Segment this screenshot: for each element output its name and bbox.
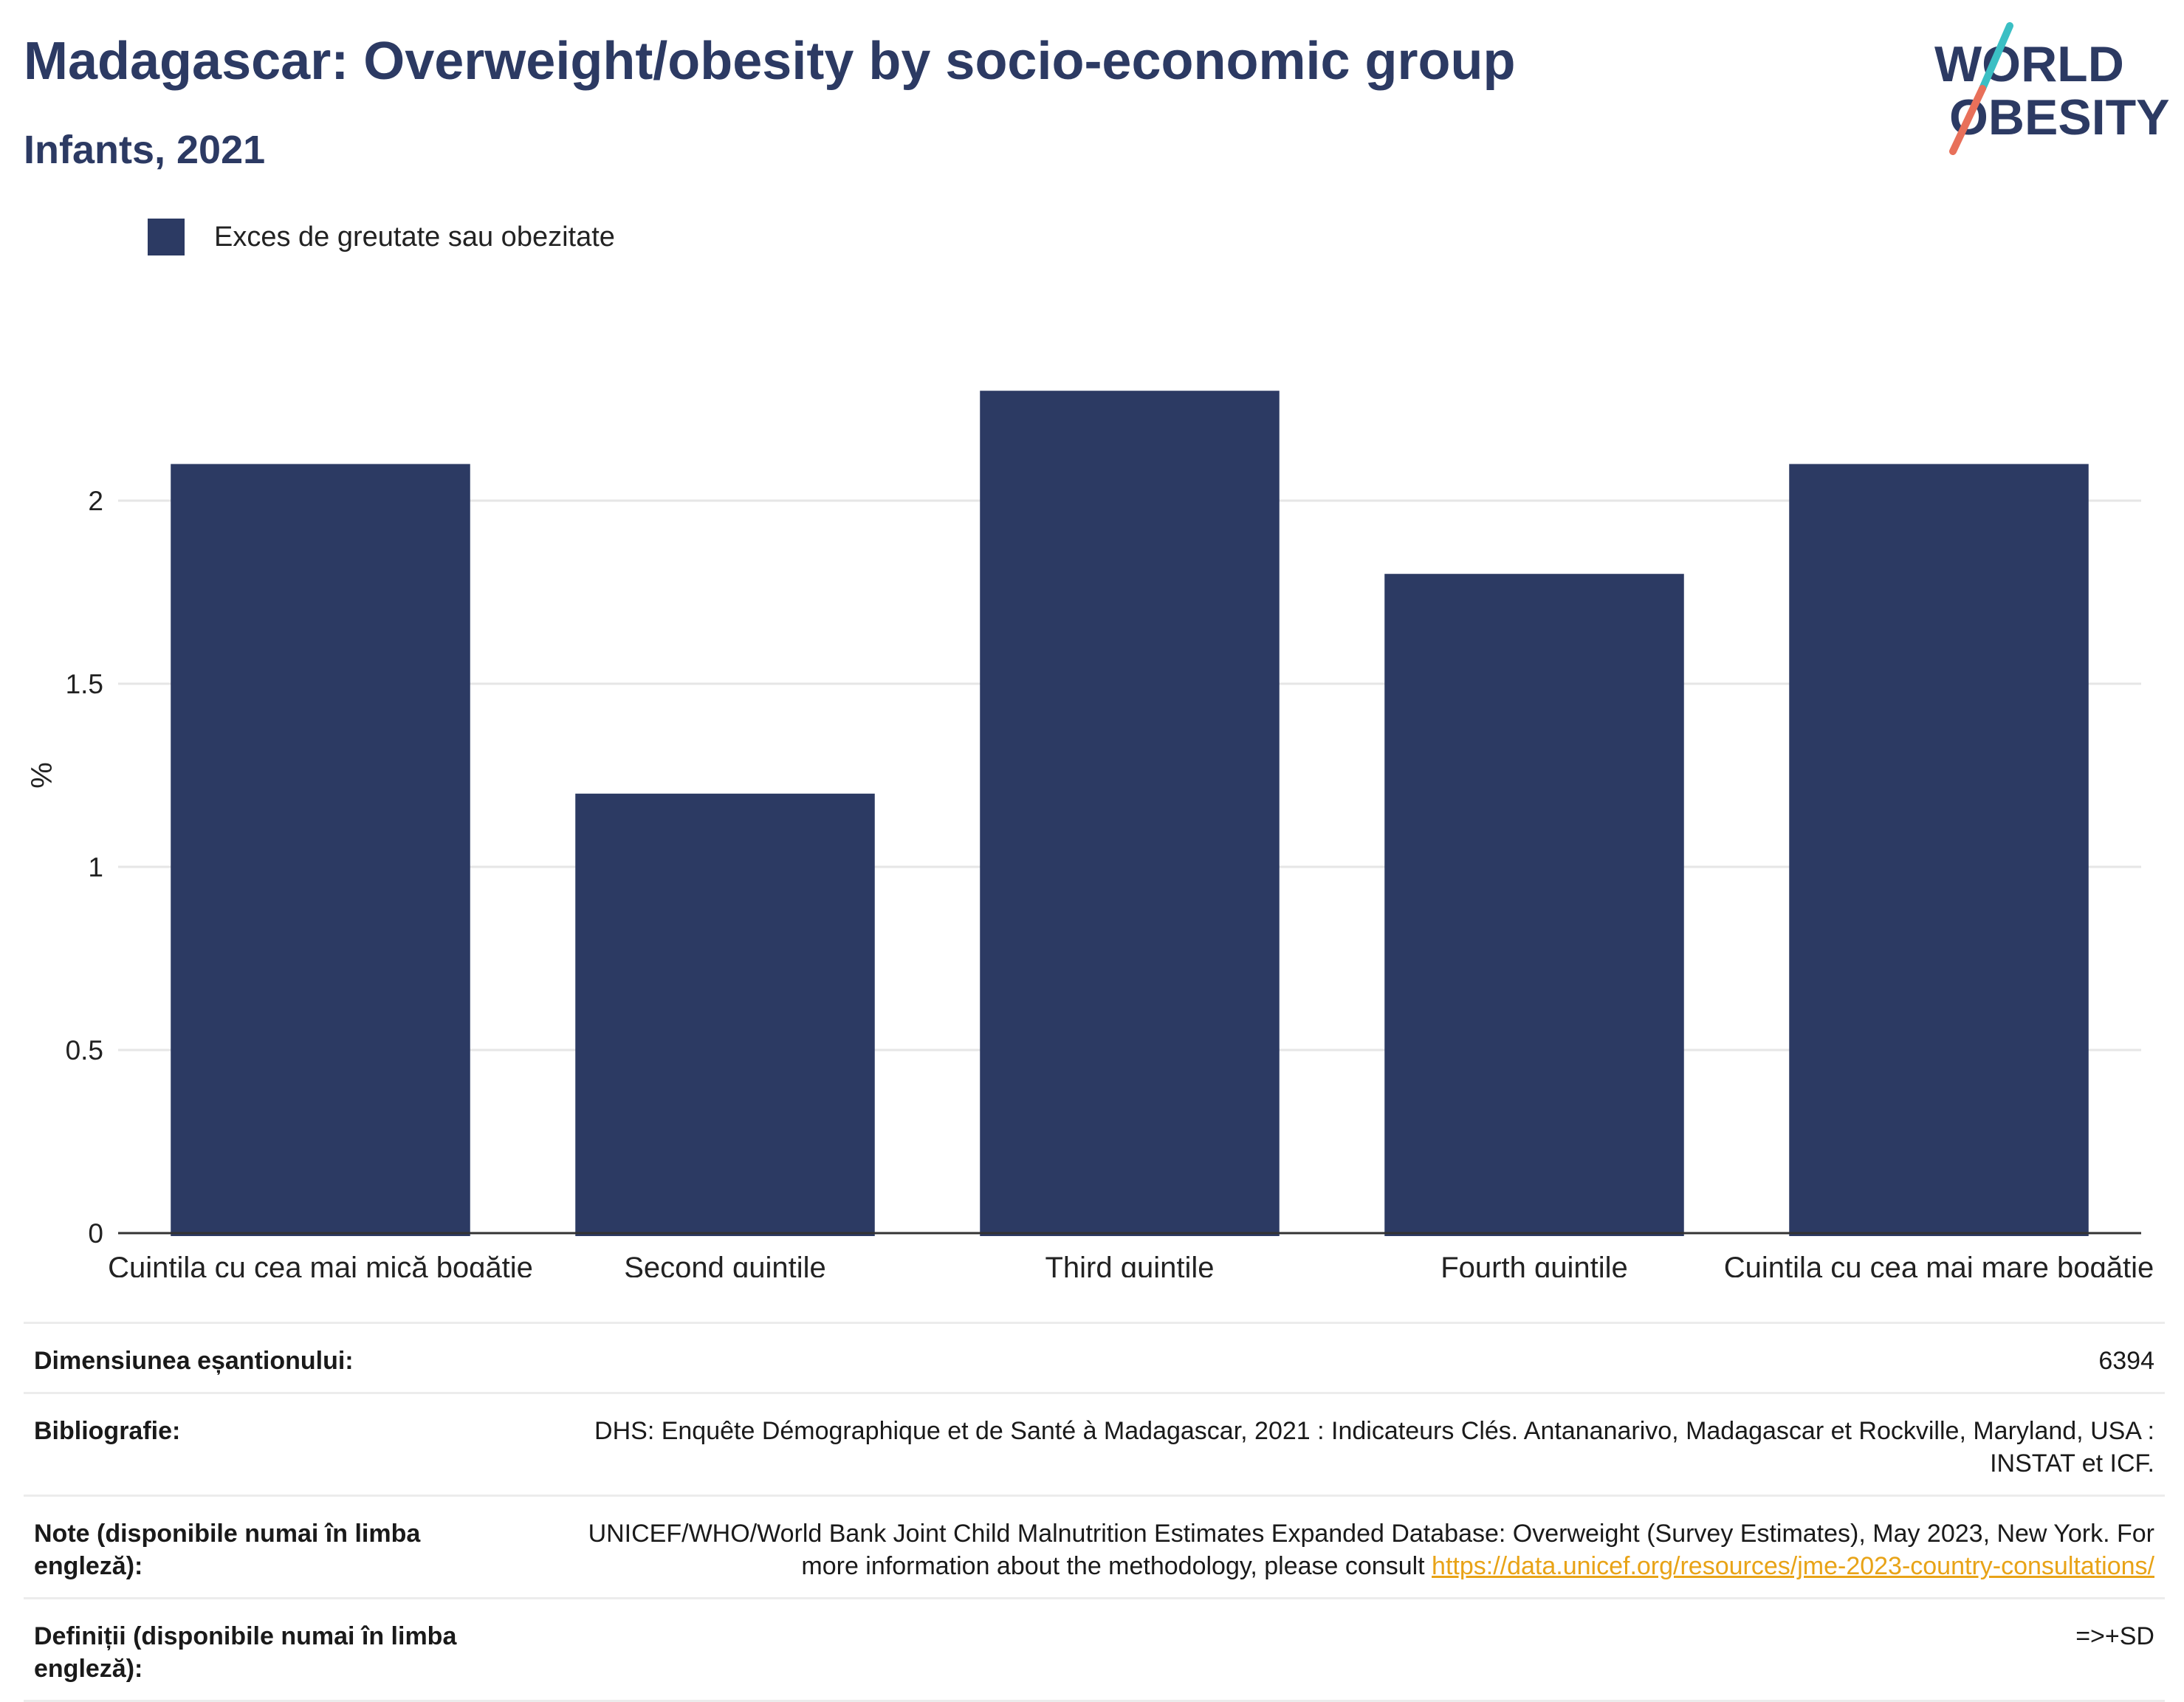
x-tick-label: Cuintila cu cea mai mică bogăție [108, 1252, 533, 1277]
meta-row-bibliography: Bibliografie: DHS: Enquête Démographique… [24, 1392, 2165, 1495]
y-tick-label: 1.5 [66, 669, 103, 699]
y-tick-label: 0.5 [66, 1035, 103, 1066]
y-tick-label: 1 [88, 852, 103, 882]
logo-line1: WORLD [1934, 36, 2124, 92]
legend-label: Exces de greutate sau obezitate [214, 221, 615, 253]
meta-value: UNICEF/WHO/World Bank Joint Child Malnut… [536, 1517, 2154, 1582]
bar-chart: 0 0.5 1 1.5 2% Cuintila cu cea mai mică bogăț… [26, 391, 2154, 1277]
x-tick-label: Cuintila cu cea mai mare bogăție [1724, 1252, 2154, 1277]
y-tick-label: 0 [88, 1218, 103, 1249]
bar [1789, 464, 2089, 1236]
chart-subtitle: Infants, 2021 [24, 128, 266, 172]
logo-slash-top [1979, 22, 2013, 92]
meta-row-definitions: Definiții (disponibile numai în limba en… [24, 1597, 2165, 1702]
methodology-link[interactable]: https://data.unicef.org/resources/jme-20… [1432, 1552, 2154, 1580]
chart-title: Madagascar: Overweight/obesity by socio-… [24, 32, 1516, 91]
y-tick-label: 2 [88, 486, 103, 516]
meta-key: Bibliografie: [34, 1417, 181, 1445]
bar [171, 464, 470, 1236]
meta-row-notes: Note (disponibile numai în limba engleză… [24, 1495, 2165, 1597]
meta-value: DHS: Enquête Démographique et de Santé à… [594, 1417, 2154, 1478]
logo-slash-bottom [1949, 85, 1986, 155]
x-tick-label: Second quintile [624, 1252, 826, 1277]
bar [1384, 574, 1684, 1236]
world-obesity-logo: WORLD OBESITY [1934, 22, 2170, 155]
bar [575, 793, 875, 1236]
metadata-table: Dimensiunea eșantionului: 6394 Bibliogra… [24, 1322, 2165, 1702]
meta-row-sample-size: Dimensiunea eșantionului: 6394 [24, 1322, 2165, 1392]
bar [980, 391, 1280, 1237]
x-tick-label: Fourth quintile [1440, 1252, 1627, 1277]
legend: Exces de greutate sau obezitate [148, 219, 615, 255]
legend-swatch [148, 219, 185, 255]
meta-key: Definiții (disponibile numai în limba en… [34, 1622, 457, 1683]
meta-value: 6394 [2098, 1347, 2154, 1375]
note-text: UNICEF/WHO/World Bank Joint Child Malnut… [588, 1520, 2154, 1580]
y-axis-label: % [26, 762, 58, 789]
x-tick-label: Third quintile [1045, 1252, 1214, 1277]
meta-value: =>+SD [2075, 1622, 2154, 1650]
meta-key: Dimensiunea eșantionului: [34, 1347, 354, 1375]
logo-line2: OBESITY [1949, 89, 2170, 145]
meta-key: Note (disponibile numai în limba engleză… [34, 1520, 421, 1580]
